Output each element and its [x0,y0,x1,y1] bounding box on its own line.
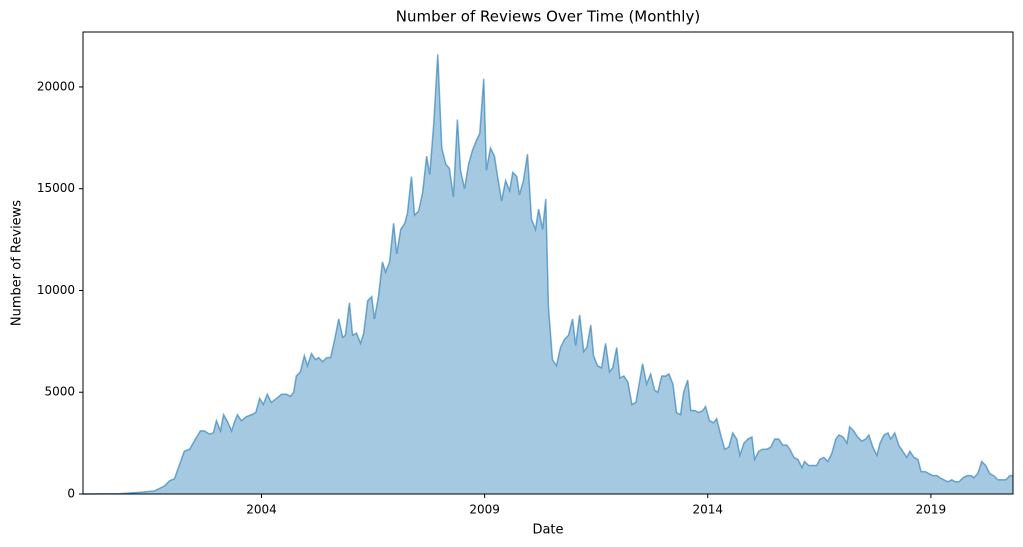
x-axis-label: Date [532,523,563,538]
area-fill [83,54,1013,494]
x-tick-label: 2004 [246,503,277,517]
y-axis-label: Number of Reviews [10,200,25,326]
y-tick-label: 0 [67,487,75,501]
plot-frame [82,31,1014,495]
area-line [82,54,1013,495]
y-tick-label: 15000 [37,181,75,195]
x-tick-label: 2014 [692,503,723,517]
x-tick-label: 2009 [469,503,500,517]
y-tick-label: 10000 [37,283,75,297]
x-tick-label: 2019 [916,503,947,517]
y-tick-label: 5000 [44,385,75,399]
y-tick-label: 20000 [37,79,75,93]
chart-title: Number of Reviews Over Time (Monthly) [396,8,700,26]
